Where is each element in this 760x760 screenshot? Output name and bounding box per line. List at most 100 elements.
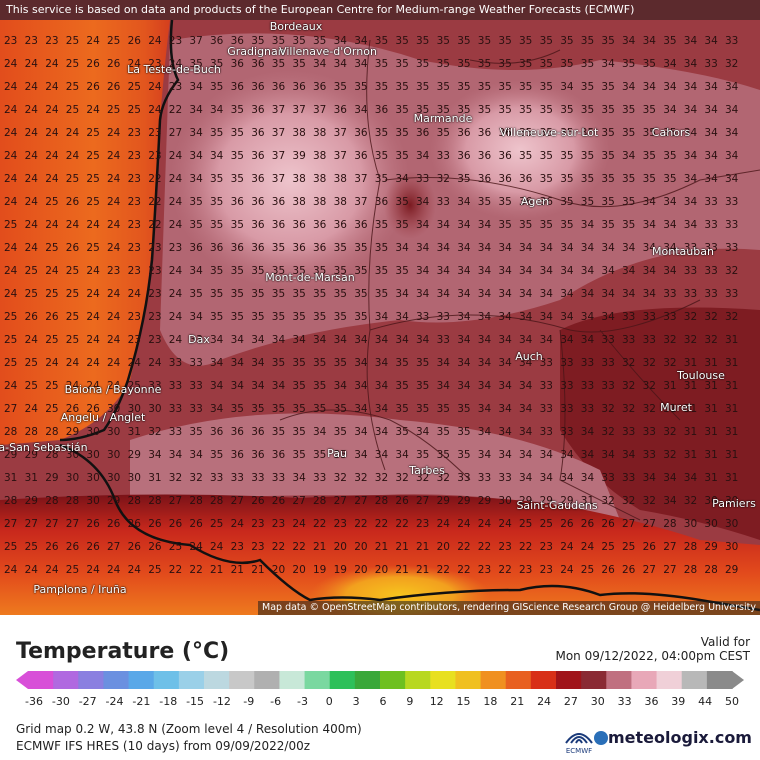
scale-tick-label: 33 <box>617 695 632 708</box>
grid-value: 24 <box>45 104 59 116</box>
grid-value: 36 <box>251 127 265 139</box>
scale-tick-label: 44 <box>698 695 713 708</box>
city-label: Mont-de-Marsan <box>265 271 355 284</box>
grid-value: 22 <box>169 564 182 576</box>
grid-value: 36 <box>519 173 533 185</box>
scale-swatch <box>606 671 633 689</box>
grid-value: 23 <box>107 265 120 277</box>
grid-value: 28 <box>66 495 79 507</box>
grid-value: 35 <box>313 35 326 47</box>
grid-value: 26 <box>148 541 162 553</box>
ecmwf-logo[interactable]: ECMWF <box>562 727 596 757</box>
grid-value: 34 <box>416 288 430 300</box>
grid-value: 34 <box>457 357 471 369</box>
scale-tick-label: 12 <box>429 695 444 708</box>
grid-value: 34 <box>354 380 368 392</box>
grid-value: 36 <box>354 150 368 162</box>
grid-value: 35 <box>416 380 429 392</box>
grid-value: 34 <box>478 357 492 369</box>
grid-value: 35 <box>189 58 202 70</box>
grid-value: 28 <box>4 426 17 438</box>
grid-value: 22 <box>478 541 491 553</box>
grid-value: 35 <box>292 426 305 438</box>
grid-value: 26 <box>601 518 615 530</box>
grid-value: 33 <box>457 472 470 484</box>
grid-value: 35 <box>643 150 656 162</box>
grid-value: 32 <box>725 311 738 323</box>
grid-value: 35 <box>581 127 594 139</box>
city-label: Tarbes <box>409 464 445 477</box>
grid-value: 34 <box>643 288 657 300</box>
grid-value: 24 <box>560 564 574 576</box>
grid-value: 35 <box>540 127 553 139</box>
grid-value: 24 <box>86 564 100 576</box>
grid-value: 31 <box>725 449 738 461</box>
grid-value: 34 <box>375 334 389 346</box>
grid-value: 35 <box>334 288 347 300</box>
grid-value: 28 <box>210 495 223 507</box>
grid-value: 21 <box>416 541 429 553</box>
grid-value: 36 <box>334 104 348 116</box>
grid-value: 35 <box>375 219 388 231</box>
meteologix-brand[interactable]: meteologix.com <box>608 728 752 747</box>
scale-arrow-left <box>16 671 28 689</box>
grid-value: 36 <box>498 173 512 185</box>
grid-value: 24 <box>45 265 59 277</box>
grid-value: 35 <box>519 58 532 70</box>
grid-value: 38 <box>334 196 347 208</box>
color-scale-bar <box>16 671 744 689</box>
grid-value: 27 <box>354 495 367 507</box>
grid-value: 35 <box>272 265 285 277</box>
grid-value: 32 <box>663 426 676 438</box>
grid-value: 34 <box>498 449 512 461</box>
grid-value: 21 <box>231 564 244 576</box>
grid-value: 30 <box>725 518 738 530</box>
grid-value: 23 <box>148 58 161 70</box>
grid-value: 23 <box>148 288 161 300</box>
grid-value: 35 <box>457 449 470 461</box>
grid-value: 34 <box>540 288 554 300</box>
grid-value: 23 <box>251 518 264 530</box>
grid-value: 31 <box>684 426 697 438</box>
grid-value: 30 <box>684 518 697 530</box>
grid-value: 35 <box>313 380 326 392</box>
grid-value: 39 <box>292 150 305 162</box>
grid-value: 34 <box>395 311 409 323</box>
scale-tick-label: 39 <box>671 695 686 708</box>
scale-tick-label: 36 <box>644 695 659 708</box>
grid-value: 36 <box>189 242 203 254</box>
grid-value: 25 <box>4 311 17 323</box>
grid-value: 34 <box>457 288 471 300</box>
grid-value: 36 <box>231 81 245 93</box>
grid-value: 33 <box>684 242 697 254</box>
grid-value: 25 <box>25 288 38 300</box>
grid-value: 34 <box>663 219 677 231</box>
grid-value: 23 <box>148 265 161 277</box>
grid-value: 35 <box>231 311 244 323</box>
grid-value: 23 <box>148 242 161 254</box>
grid-value: 34 <box>498 357 512 369</box>
grid-value: 24 <box>86 380 100 392</box>
grid-value: 35 <box>601 150 614 162</box>
valid-label: Valid for <box>700 635 750 649</box>
grid-value: 35 <box>395 265 408 277</box>
grid-value: 30 <box>66 472 79 484</box>
grid-value: 24 <box>498 518 512 530</box>
scale-swatch <box>329 671 356 689</box>
grid-value: 35 <box>354 311 367 323</box>
grid-value: 34 <box>663 81 677 93</box>
grid-value: 35 <box>498 81 511 93</box>
map-attribution[interactable]: Map data © OpenStreetMap contributors, r… <box>258 601 760 615</box>
grid-value: 35 <box>313 288 326 300</box>
grid-value: 24 <box>107 242 121 254</box>
grid-value: 23 <box>272 518 285 530</box>
grid-value: 22 <box>148 219 161 231</box>
grid-value: 34 <box>272 380 286 392</box>
grid-value: 35 <box>292 449 305 461</box>
grid-value: 23 <box>45 35 58 47</box>
grid-value: 34 <box>498 288 512 300</box>
grid-value: 23 <box>148 127 161 139</box>
grid-value: 35 <box>437 426 450 438</box>
grid-value: 30 <box>107 449 120 461</box>
temperature-map[interactable]: 23 23 23 25 24 25 26 24 23 37 36 36 35 35 35 35 34 34 35 35… <box>0 0 760 615</box>
